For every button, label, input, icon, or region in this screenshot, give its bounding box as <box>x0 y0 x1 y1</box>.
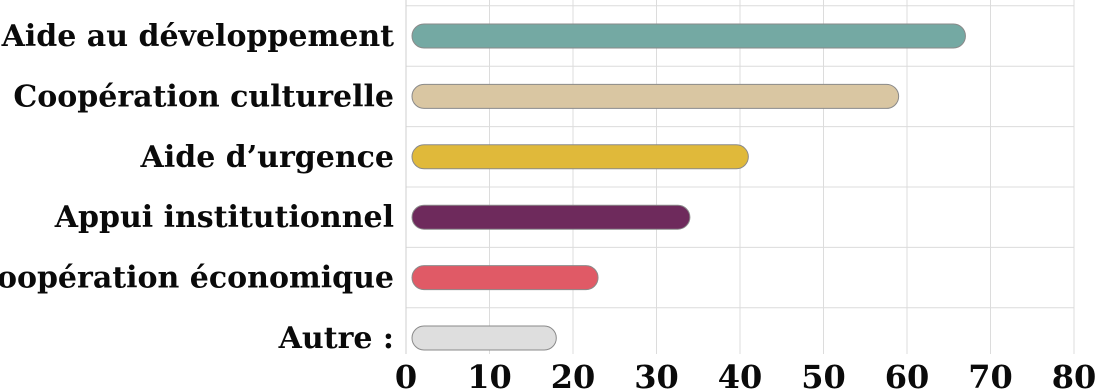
bars <box>411 23 966 351</box>
x-tick-label: 60 <box>885 358 930 390</box>
x-axis-tick-labels: 0 10 20 30 40 50 60 70 80 <box>395 358 1096 390</box>
x-tick-label: 10 <box>467 358 512 390</box>
category-label: Coopération culturelle <box>13 79 394 114</box>
x-tick-label: 80 <box>1052 358 1097 390</box>
grid <box>405 0 1075 354</box>
bar <box>411 83 900 109</box>
bar <box>411 265 599 291</box>
category-labels: Aide au développement Coopération culture… <box>0 19 394 356</box>
x-tick-label: 20 <box>551 358 596 390</box>
bar <box>411 325 557 351</box>
x-tick-label: 40 <box>718 358 763 390</box>
x-tick-label: 30 <box>634 358 679 390</box>
x-tick-label: 50 <box>801 358 846 390</box>
category-label: Aide d’urgence <box>140 140 394 175</box>
category-label: Aide au développement <box>1 19 395 54</box>
category-label: Autre : <box>278 321 394 356</box>
x-tick-label: 0 <box>395 358 417 390</box>
bar <box>411 144 749 170</box>
bar <box>411 23 966 49</box>
bar <box>411 204 691 230</box>
category-label: Coopération économique <box>0 261 394 296</box>
x-tick-label: 70 <box>968 358 1013 390</box>
category-label: Appui institutionnel <box>54 200 394 235</box>
